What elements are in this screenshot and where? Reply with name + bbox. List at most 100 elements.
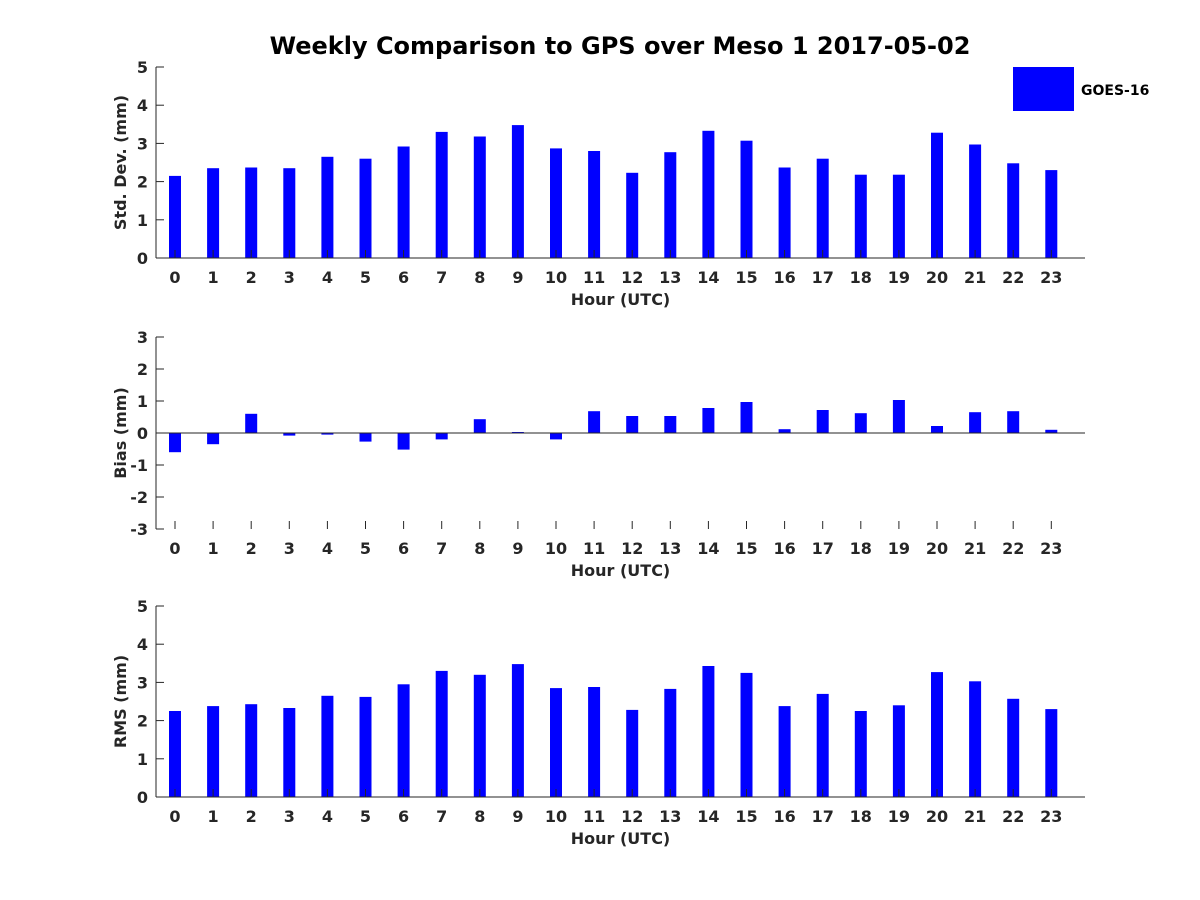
x-tick-label-bias-15: 15 [735,539,757,558]
bar-std-dev-5 [359,158,372,258]
y-tick-label-std-dev-1: 1 [137,211,148,230]
y-tick-label-rms-4: 4 [137,635,148,654]
bar-rms-21 [969,681,982,797]
bar-bias-8 [473,419,486,433]
bar-bias-14 [702,408,715,433]
x-tick-label-bias-5: 5 [360,539,371,558]
x-tick-label-std-dev-0: 0 [169,268,180,287]
bar-rms-9 [511,664,524,797]
bar-rms-4 [321,695,334,797]
bar-std-dev-9 [511,125,524,258]
y-axis-label-bias: Bias (mm) [111,387,130,479]
y-tick-label-bias-3: 0 [137,424,148,443]
x-tick-label-rms-19: 19 [888,807,910,826]
x-tick-label-std-dev-14: 14 [697,268,719,287]
x-tick-label-bias-2: 2 [246,539,257,558]
bar-std-dev-18 [854,174,867,258]
x-tick-label-rms-7: 7 [436,807,447,826]
x-tick-label-rms-9: 9 [512,807,523,826]
x-tick-label-std-dev-10: 10 [545,268,567,287]
x-tick-label-bias-7: 7 [436,539,447,558]
bar-bias-4 [321,433,334,435]
bar-rms-18 [854,711,867,797]
bar-bias-2 [245,413,258,433]
x-axis-label-rms: Hour (UTC) [571,829,671,848]
bar-bias-10 [550,433,562,440]
bar-rms-6 [397,684,410,797]
bar-std-dev-19 [892,174,905,258]
x-tick-label-std-dev-23: 23 [1040,268,1062,287]
x-tick-label-rms-18: 18 [850,807,872,826]
x-tick-label-bias-12: 12 [621,539,643,558]
y-tick-label-std-dev-4: 4 [137,96,148,115]
bar-rms-12 [626,709,639,797]
bar-rms-11 [588,687,601,797]
bar-rms-20 [931,672,943,797]
bar-std-dev-12 [626,172,639,258]
y-tick-label-rms-0: 0 [137,788,148,807]
bar-bias-1 [207,433,220,445]
bar-bias-17 [816,410,829,433]
bar-std-dev-14 [702,130,715,258]
y-tick-label-std-dev-2: 2 [137,173,148,192]
legend-swatch [1013,67,1074,111]
bar-std-dev-2 [245,167,258,258]
bar-rms-19 [892,705,905,797]
bar-bias-20 [931,426,943,433]
y-tick-label-bias-1: -2 [130,488,148,507]
x-tick-label-bias-21: 21 [964,539,986,558]
bar-rms-5 [359,696,372,797]
x-tick-label-bias-17: 17 [812,539,834,558]
y-tick-label-rms-2: 2 [137,712,148,731]
x-tick-label-bias-1: 1 [208,539,219,558]
x-tick-label-rms-23: 23 [1040,807,1062,826]
x-tick-label-rms-17: 17 [812,807,834,826]
x-axis-label-bias: Hour (UTC) [571,561,671,580]
bar-bias-5 [359,433,372,442]
x-tick-label-bias-6: 6 [398,539,409,558]
y-tick-label-rms-5: 5 [137,597,148,616]
x-tick-label-rms-22: 22 [1002,807,1024,826]
bar-std-dev-23 [1045,170,1058,258]
bar-std-dev-0 [169,175,181,258]
bar-bias-6 [397,433,410,450]
y-tick-label-bias-6: 3 [137,328,148,347]
x-tick-label-rms-10: 10 [545,807,567,826]
x-tick-label-std-dev-15: 15 [735,268,757,287]
x-tick-label-std-dev-5: 5 [360,268,371,287]
x-tick-label-rms-5: 5 [360,807,371,826]
x-tick-label-bias-20: 20 [926,539,948,558]
bar-bias-18 [854,413,867,433]
y-axis-label-rms: RMS (mm) [111,655,130,748]
x-tick-label-bias-11: 11 [583,539,605,558]
x-tick-label-std-dev-7: 7 [436,268,447,287]
bar-std-dev-16 [778,167,791,258]
x-tick-label-rms-1: 1 [208,807,219,826]
x-tick-label-std-dev-13: 13 [659,268,681,287]
x-tick-label-std-dev-21: 21 [964,268,986,287]
bar-std-dev-7 [435,131,448,258]
y-tick-label-rms-1: 1 [137,750,148,769]
x-tick-label-bias-22: 22 [1002,539,1024,558]
y-tick-label-rms-3: 3 [137,673,148,692]
x-tick-label-std-dev-16: 16 [773,268,795,287]
bar-std-dev-11 [588,151,601,258]
y-tick-label-bias-2: -1 [130,456,148,475]
x-tick-label-std-dev-18: 18 [850,268,872,287]
x-tick-label-rms-0: 0 [169,807,180,826]
x-tick-label-rms-14: 14 [697,807,719,826]
chart-title: Weekly Comparison to GPS over Meso 1 201… [270,32,971,60]
bar-rms-10 [550,688,562,797]
bar-std-dev-4 [321,156,334,258]
bar-std-dev-20 [931,132,943,258]
bar-rms-7 [435,670,448,797]
bar-std-dev-8 [473,136,486,258]
bar-std-dev-1 [207,168,220,258]
bar-std-dev-21 [969,144,982,258]
bar-bias-12 [626,416,639,433]
bar-bias-7 [435,433,448,440]
x-tick-label-std-dev-6: 6 [398,268,409,287]
bar-rms-1 [207,706,220,797]
x-axis-label-std-dev: Hour (UTC) [571,290,671,309]
